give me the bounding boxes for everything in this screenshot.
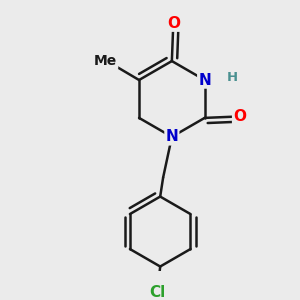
Text: O: O [167,16,180,31]
Text: H: H [227,70,238,84]
Text: N: N [166,129,178,144]
Text: N: N [198,73,211,88]
Text: O: O [233,109,246,124]
Text: Cl: Cl [149,285,165,300]
Text: Me: Me [94,54,117,68]
